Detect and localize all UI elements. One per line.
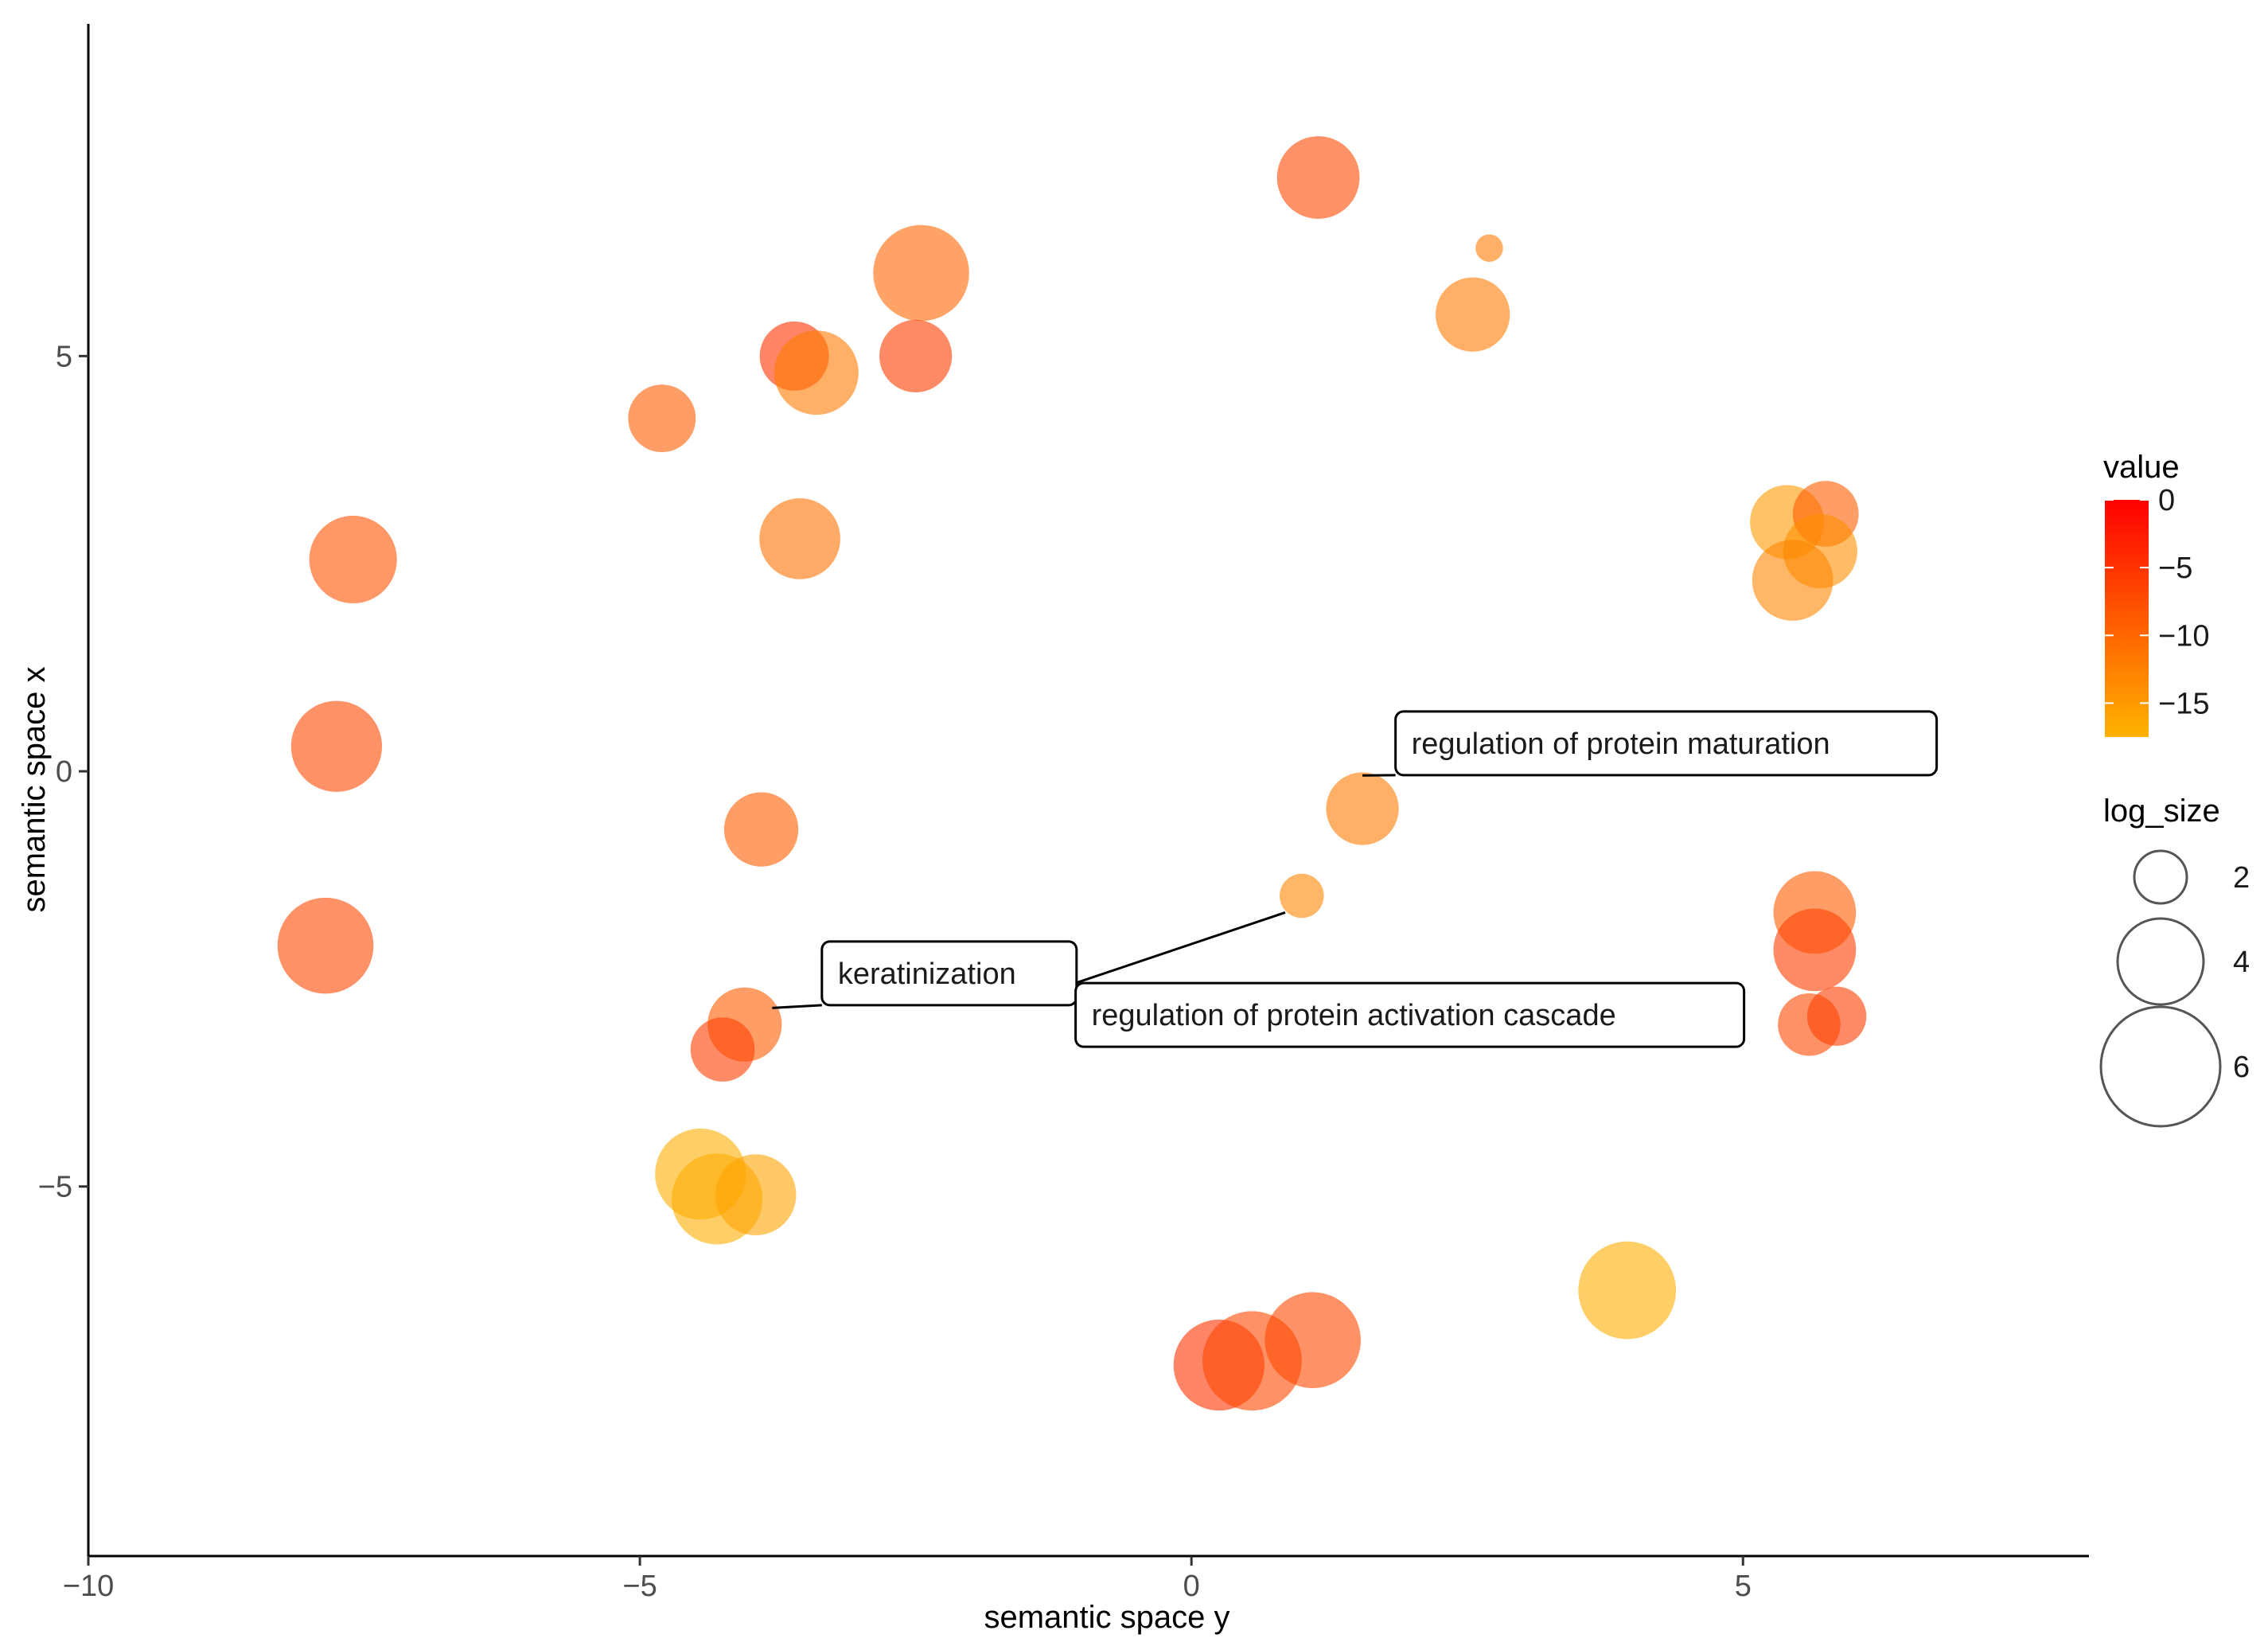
y-tick-label: 0 <box>56 755 72 789</box>
annotation-leader-line <box>1075 911 1286 985</box>
data-point <box>1806 986 1867 1047</box>
data-point <box>277 897 374 994</box>
data-point <box>873 224 969 322</box>
color-legend-title: value <box>2103 450 2180 485</box>
annotation-box <box>1394 710 1939 777</box>
size-legend-title: log_size <box>2103 794 2220 829</box>
data-point <box>1276 136 1360 219</box>
annotation-label: keratinization <box>838 958 1016 991</box>
size-legend-items: 2 4 6 <box>2099 849 2250 1128</box>
data-point <box>723 792 799 867</box>
data-point <box>774 330 859 415</box>
data-point <box>1773 908 1857 992</box>
data-point <box>1265 1292 1361 1389</box>
color-legend-ticks: 0 −5 −10 −15 <box>2105 484 2209 720</box>
data-point <box>879 319 953 392</box>
size-legend-circle <box>2116 917 2205 1006</box>
y-axis-title: semantic space x <box>17 666 52 912</box>
annotation-box <box>1074 981 1746 1048</box>
data-point <box>309 515 397 604</box>
data-point <box>759 498 840 579</box>
axes <box>87 24 2089 1558</box>
data-point <box>1326 772 1399 845</box>
x-tick-label: −5 <box>622 1570 657 1603</box>
annotations-layer: regulation of protein maturation keratini… <box>772 710 1939 1048</box>
color-legend-label: −5 <box>2158 552 2192 585</box>
data-point <box>1752 540 1833 621</box>
annotation-leader-line <box>772 1004 822 1009</box>
data-point <box>290 700 383 792</box>
x-tick-label: 5 <box>1735 1570 1752 1603</box>
annotation-label: regulation of protein maturation <box>1412 727 1830 761</box>
size-legend-label: 2 <box>2233 861 2250 895</box>
data-point <box>690 1017 755 1082</box>
color-legend-label: 0 <box>2158 484 2175 517</box>
size-legend-circle <box>2099 1005 2222 1128</box>
x-axis-title: semantic space y <box>984 1600 1229 1635</box>
size-legend-label: 6 <box>2233 1051 2250 1084</box>
data-point <box>1436 277 1510 352</box>
color-legend-bar <box>2105 500 2149 737</box>
annotation-box <box>820 940 1078 1007</box>
x-tick-label: 0 <box>1183 1570 1200 1603</box>
legend: value 0 −5 −10 −15 log_size 2 4 6 <box>2099 450 2250 1128</box>
data-point <box>715 1154 797 1235</box>
y-tick-label: 5 <box>56 340 72 373</box>
ticks: −10 −5 0 5 −5 0 5 <box>38 340 1752 1603</box>
points-layer <box>277 136 1867 1411</box>
data-point <box>628 384 696 453</box>
data-point <box>1578 1241 1677 1340</box>
annotation-label: regulation of protein activation cascade <box>1092 999 1616 1032</box>
data-point <box>1280 873 1324 919</box>
size-legend-label: 4 <box>2233 946 2250 979</box>
size-legend-circle <box>2133 849 2188 905</box>
color-legend-label: −15 <box>2158 687 2209 720</box>
data-point <box>1475 234 1503 262</box>
x-tick-label: −10 <box>63 1570 114 1603</box>
color-legend-label: −10 <box>2158 619 2209 653</box>
y-tick-label: −5 <box>38 1171 72 1204</box>
